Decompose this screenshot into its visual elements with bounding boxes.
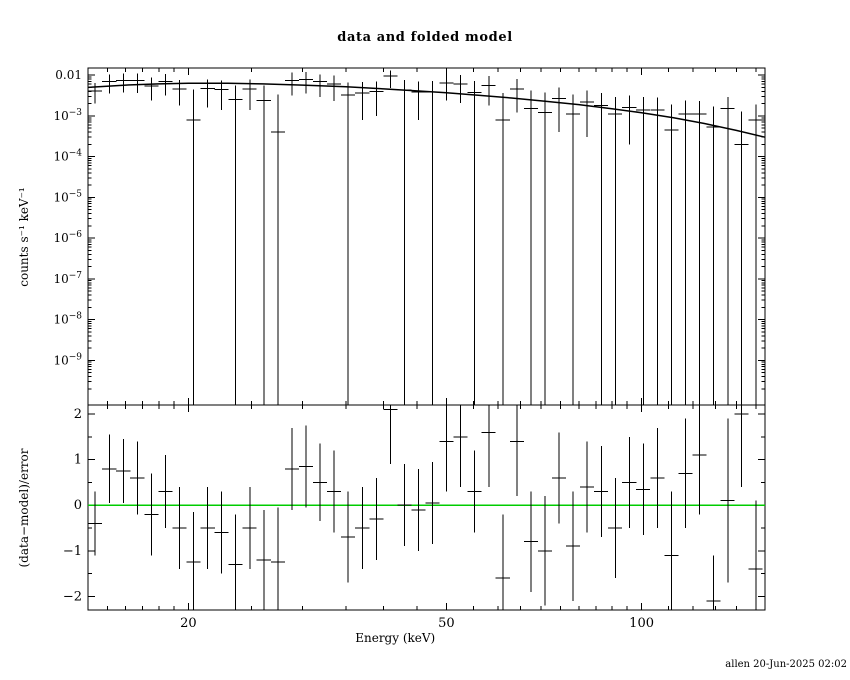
svg-text:10−6: 10−6 — [53, 230, 82, 245]
y-axis-label-counts: counts s⁻¹ keV⁻¹ — [17, 187, 31, 287]
svg-text:20: 20 — [180, 616, 197, 631]
svg-text:0.01: 0.01 — [55, 68, 82, 82]
svg-text:10−9: 10−9 — [53, 352, 82, 367]
svg-text:10−3: 10−3 — [53, 108, 82, 123]
svg-text:10−4: 10−4 — [53, 149, 82, 164]
svg-text:1: 1 — [74, 453, 82, 468]
svg-text:−1: −1 — [63, 544, 82, 559]
svg-text:0: 0 — [74, 498, 82, 513]
svg-text:50: 50 — [438, 616, 455, 631]
svg-text:10−7: 10−7 — [53, 271, 82, 286]
svg-text:10−8: 10−8 — [53, 312, 82, 327]
timestamp-label: allen 20-Jun-2025 02:02 — [725, 659, 847, 670]
chart-title: data and folded model — [337, 30, 513, 45]
svg-text:100: 100 — [629, 616, 654, 631]
x-axis-label: Energy (keV) — [355, 631, 436, 645]
svg-text:−2: −2 — [63, 589, 82, 604]
svg-text:10−5: 10−5 — [53, 189, 82, 204]
svg-text:2: 2 — [74, 407, 82, 422]
y-axis-label-residuals: (data−model)/error — [17, 448, 31, 568]
